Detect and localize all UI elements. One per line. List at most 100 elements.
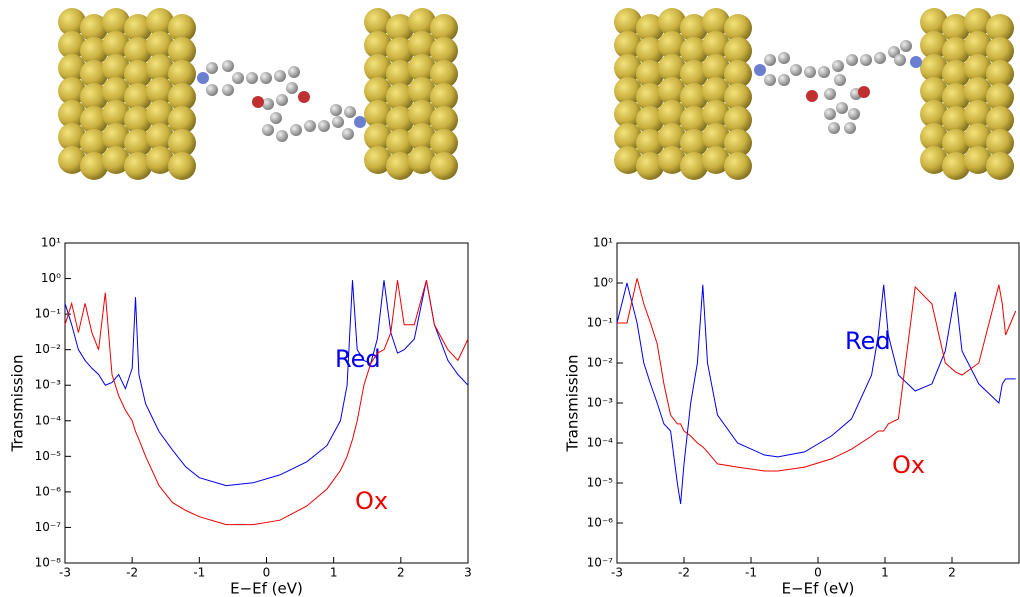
y-tick-label: 10⁰	[593, 276, 613, 290]
y-tick-label: 10⁻²	[587, 356, 614, 370]
y-tick-label: 10⁰	[41, 271, 61, 285]
series-line	[65, 280, 468, 524]
atom	[824, 108, 836, 120]
y-tick-label: 10¹	[593, 236, 613, 250]
y-tick-label: 10⁻⁸	[35, 556, 62, 570]
atom	[342, 128, 354, 140]
series-line	[617, 283, 1016, 504]
atom	[262, 98, 274, 110]
y-tick-label: 10⁻⁴	[587, 436, 614, 450]
atom	[232, 72, 244, 84]
x-tick-label: 1	[330, 566, 338, 580]
x-tick-label: 2	[948, 566, 956, 580]
atom	[304, 120, 316, 132]
atom	[860, 54, 872, 66]
figure: 10⁻⁸ 10⁻⁷ 10⁻⁶ 10⁻⁵ 10⁻⁴ 10⁻³ 10⁻² 10⁻¹ 10⁰ 10¹ -3…	[0, 0, 1020, 597]
y-tick-label: 10⁻⁵	[35, 449, 62, 463]
y-tick-label: 10⁻¹	[35, 307, 62, 321]
atom	[206, 62, 218, 74]
atom	[804, 66, 816, 78]
atom	[790, 64, 802, 76]
atom	[858, 86, 870, 98]
x-tick-label: 3	[464, 566, 472, 580]
atom	[332, 116, 344, 128]
y-axis-label: Transmission	[564, 355, 582, 453]
x-axis-label: E−Ef (eV)	[230, 580, 303, 597]
atom	[270, 112, 282, 124]
y-tick-label: 10⁻⁴	[35, 413, 62, 427]
x-tick-label: -1	[193, 566, 205, 580]
x-tick-label: 1	[881, 566, 889, 580]
y-tick-label: 10⁻⁷	[587, 556, 614, 570]
y-axis-label: Transmission	[9, 355, 27, 453]
atom	[824, 88, 836, 100]
atom	[288, 66, 300, 78]
atom	[874, 52, 886, 64]
atom	[754, 64, 766, 76]
series-label: Ox	[892, 451, 925, 479]
y-tick-label: 10⁻¹	[587, 316, 614, 330]
y-tick-label: 10⁻⁶	[35, 484, 62, 498]
y-tick-label: 10⁻⁶	[587, 516, 614, 530]
plot-frame	[617, 243, 1019, 563]
atom	[778, 52, 790, 64]
atom	[764, 54, 776, 66]
atom	[252, 96, 264, 108]
atom	[778, 74, 790, 86]
y-tick-label: 10⁻³	[35, 378, 62, 392]
page: 10⁻⁸ 10⁻⁷ 10⁻⁶ 10⁻⁵ 10⁻⁴ 10⁻³ 10⁻² 10⁻¹ 10⁰ 10¹ -3…	[0, 0, 1020, 597]
gold-atom	[168, 152, 196, 180]
y-tick-label: 10⁻³	[587, 396, 614, 410]
x-tick-label: -3	[59, 566, 71, 580]
y-tick-label: 10⁻⁵	[587, 476, 614, 490]
y-tick-label: 10⁻²	[35, 342, 62, 356]
series-label: Red	[845, 327, 891, 355]
x-tick-label: 0	[814, 566, 822, 580]
series-label: Ox	[355, 487, 388, 515]
plot-frame	[65, 243, 468, 563]
atom	[246, 72, 258, 84]
atom	[344, 106, 356, 118]
atom	[806, 90, 818, 102]
atom	[222, 60, 234, 72]
atom	[354, 116, 366, 128]
atom	[818, 66, 830, 78]
atom	[222, 84, 234, 96]
atom	[764, 74, 776, 86]
gold-atom	[986, 152, 1014, 180]
x-tick-label: 2	[397, 566, 405, 580]
gold-atom	[724, 152, 752, 180]
atom	[286, 82, 298, 94]
series-line	[617, 278, 1016, 471]
atom	[848, 108, 860, 120]
atom	[900, 40, 912, 52]
y-tick-label: 10¹	[41, 236, 61, 250]
atom	[836, 102, 848, 114]
x-tick-label: -2	[678, 566, 690, 580]
atom	[276, 94, 288, 106]
x-tick-label: -1	[745, 566, 757, 580]
atom	[274, 70, 286, 82]
atom	[206, 84, 218, 96]
atom	[828, 122, 840, 134]
atom	[330, 104, 342, 116]
x-axis-label: E−Ef (eV)	[782, 580, 855, 597]
atom	[298, 91, 310, 103]
atom	[262, 124, 274, 136]
atom	[197, 72, 209, 84]
atom	[894, 54, 906, 66]
series-line	[65, 280, 468, 485]
gold-atom	[430, 152, 458, 180]
atom	[290, 124, 302, 136]
atom	[832, 60, 844, 72]
atom	[846, 54, 858, 66]
atom	[318, 120, 330, 132]
atom	[276, 130, 288, 142]
molecule-illustrations	[58, 8, 1014, 180]
x-tick-label: -2	[126, 566, 138, 580]
x-tick-label: 0	[263, 566, 271, 580]
atom	[260, 72, 272, 84]
x-tick-label: -3	[611, 566, 623, 580]
atom	[844, 122, 856, 134]
y-tick-label: 10⁻⁷	[35, 520, 62, 534]
